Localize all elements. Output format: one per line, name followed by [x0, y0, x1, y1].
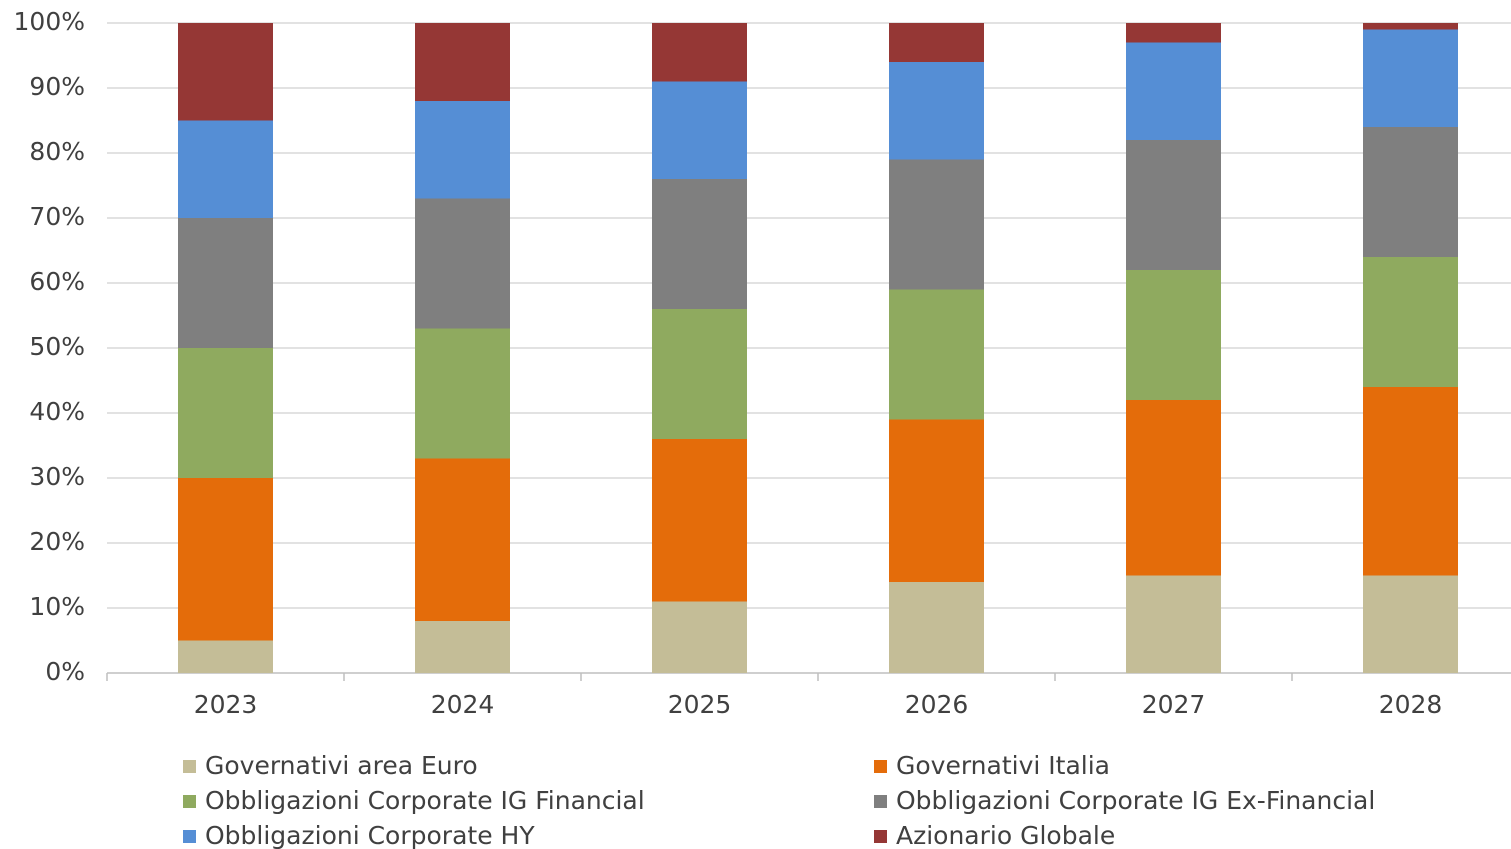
legend-swatch [183, 795, 196, 808]
legend-swatch [874, 795, 887, 808]
y-tick-label: 50% [29, 332, 85, 361]
bar-segment [889, 23, 984, 62]
bar-segment [178, 478, 273, 641]
legend-swatch [183, 830, 196, 843]
bar-segment [1126, 23, 1221, 43]
legend-label: Azionario Globale [896, 821, 1115, 849]
bar-segment [1126, 575, 1221, 673]
y-tick-label: 30% [29, 462, 85, 491]
bar-segment [178, 348, 273, 478]
bar-segment [889, 582, 984, 673]
y-tick-label: 60% [29, 267, 85, 296]
x-tick-label: 2026 [905, 690, 969, 719]
y-tick-label: 0% [45, 657, 85, 686]
bar-segment [889, 62, 984, 160]
bar-segment [889, 289, 984, 420]
x-tick-label: 2025 [668, 690, 732, 719]
bar-segment [415, 23, 510, 101]
legend-swatch [183, 760, 196, 773]
bar-segment [178, 23, 273, 121]
bar-segment [1363, 23, 1458, 30]
x-tick-label: 2027 [1142, 690, 1206, 719]
bar-segment [1363, 387, 1458, 576]
y-tick-label: 90% [29, 72, 85, 101]
bar-segment [415, 198, 510, 329]
legend-label: Governativi area Euro [205, 751, 478, 780]
bar-segment [415, 621, 510, 673]
bar-segment [415, 328, 510, 459]
y-tick-label: 80% [29, 137, 85, 166]
bar-segment [1126, 42, 1221, 140]
bar-segment [652, 601, 747, 673]
bar-segment [652, 23, 747, 82]
bar-segment [1363, 257, 1458, 387]
y-tick-label: 100% [14, 7, 85, 36]
legend-swatch [874, 830, 887, 843]
bar-segment [1363, 575, 1458, 673]
bar-segment [652, 309, 747, 439]
bar-segment [1363, 127, 1458, 257]
bar-segment [1363, 29, 1458, 127]
bar-segment [415, 458, 510, 621]
legend-label: Obbligazioni Corporate HY [205, 821, 535, 849]
bar-segment [889, 419, 984, 582]
bar-segment [1126, 140, 1221, 270]
bar-segment [652, 179, 747, 309]
legend-swatch [874, 760, 887, 773]
legend-label: Governativi Italia [896, 751, 1110, 780]
x-tick-label: 2024 [431, 690, 495, 719]
y-tick-label: 10% [29, 592, 85, 621]
bar-segment [178, 218, 273, 348]
bar-segment [178, 640, 273, 673]
y-tick-label: 40% [29, 397, 85, 426]
y-tick-label: 20% [29, 527, 85, 556]
x-tick-label: 2028 [1379, 690, 1443, 719]
legend-label: Obbligazioni Corporate IG Ex-Financial [896, 786, 1375, 815]
bar-segment [652, 439, 747, 602]
legend-label: Obbligazioni Corporate IG Financial [205, 786, 645, 815]
bar-segment [415, 101, 510, 199]
bar-segment [178, 120, 273, 218]
bar-segment [1126, 270, 1221, 400]
bar-segment [889, 159, 984, 290]
y-tick-label: 70% [29, 202, 85, 231]
bar-segment [652, 81, 747, 179]
x-tick-label: 2023 [194, 690, 258, 719]
bar-segment [1126, 400, 1221, 576]
